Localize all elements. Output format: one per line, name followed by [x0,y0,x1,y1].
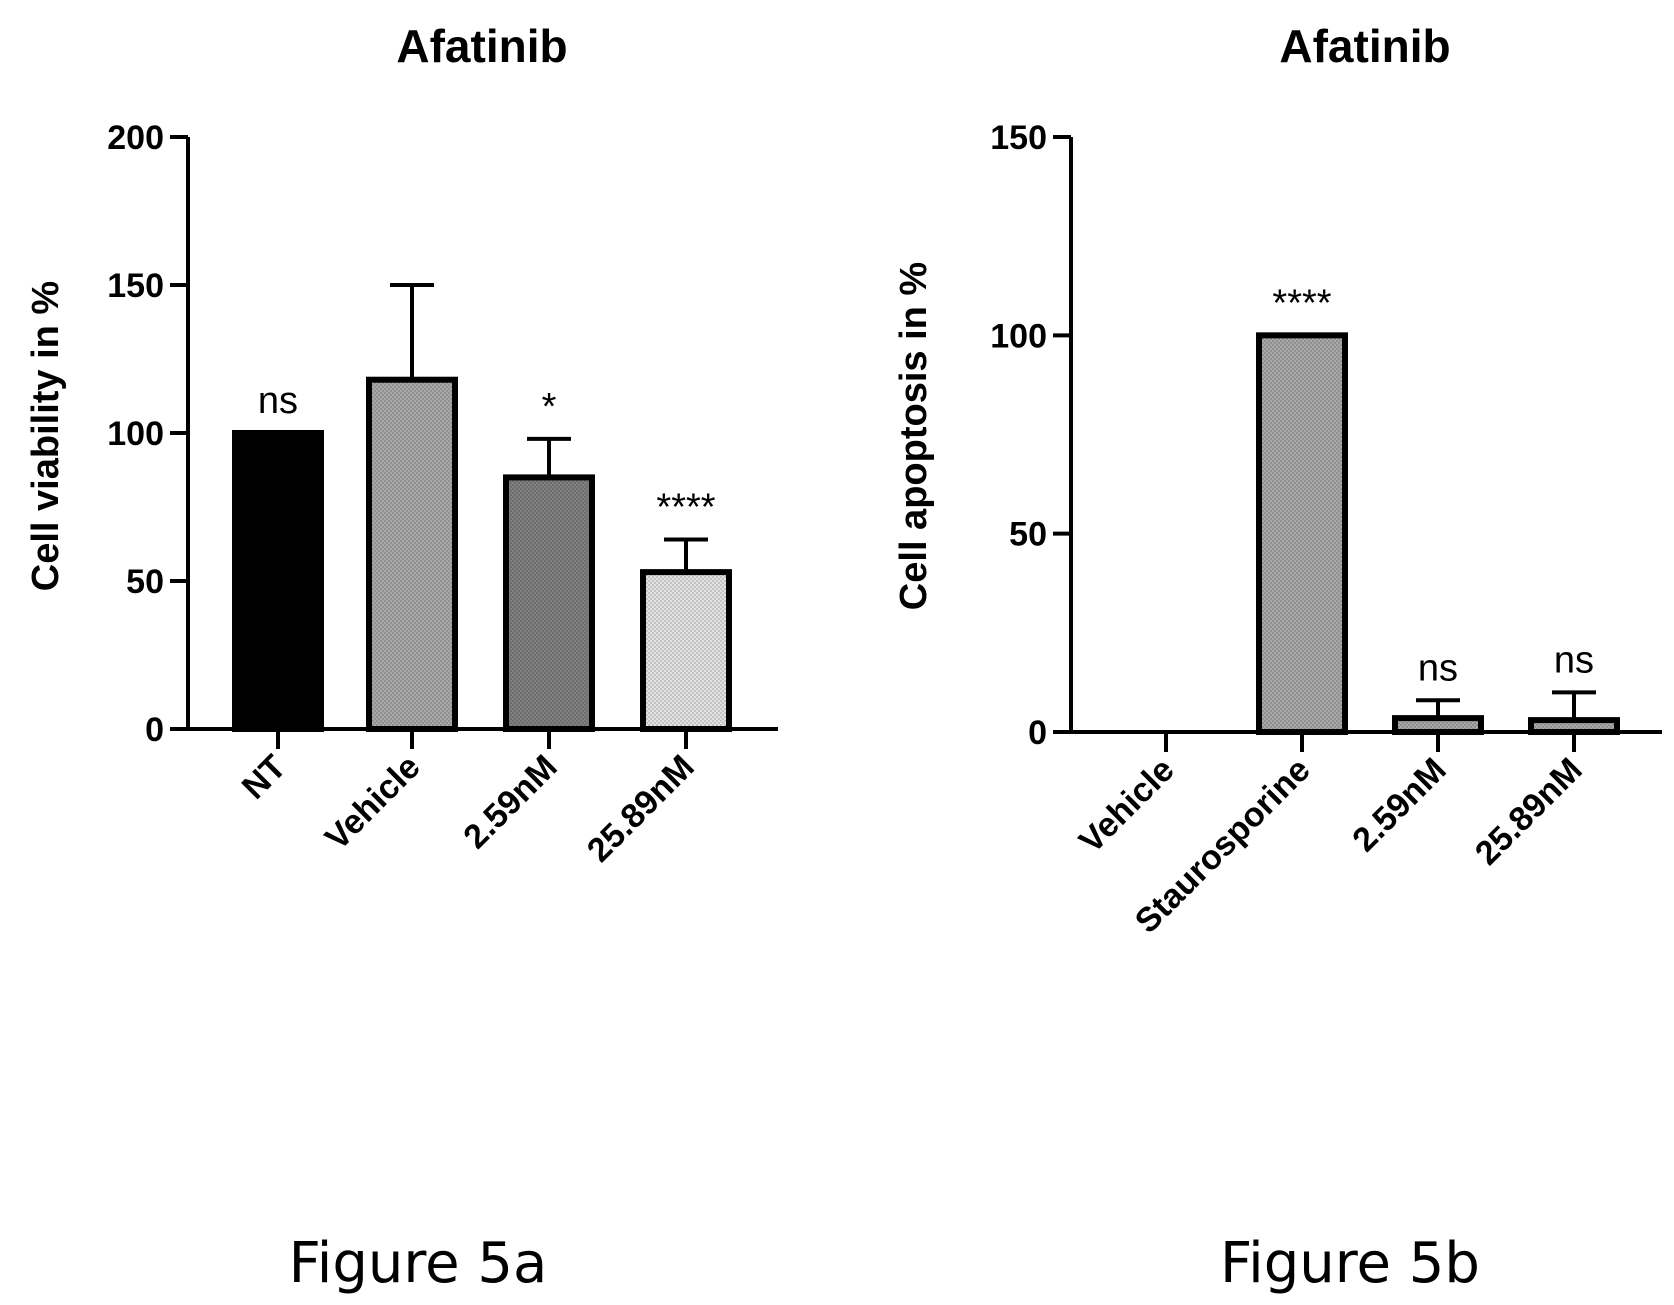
x-tick-label: 25.89nM [580,748,702,870]
y-tick-label: 200 [107,119,164,157]
y-tick-label: 100 [990,317,1047,355]
significance-label: * [542,386,557,428]
x-tick-label: NT [235,748,294,807]
y-tick-label: 50 [126,563,164,601]
chart-a-title: Afatinib [396,20,567,72]
significance-label: **** [1272,282,1331,324]
bar-texture [369,379,455,729]
y-tick-label: 100 [107,415,164,453]
chart-a-y-axis-label: Cell viability in % [25,281,67,591]
caption-figure-5a: Figure 5a [289,1231,548,1296]
y-tick-label: 150 [107,267,164,305]
significance-label: ns [1418,647,1458,689]
x-tick-label: 2.59nM [456,748,564,856]
bar-texture [506,477,592,729]
bar [232,430,324,732]
caption-figure-5b: Figure 5b [1220,1231,1480,1296]
x-tick-label: 25.89nM [1468,751,1590,873]
bar-texture [643,572,729,729]
bar-texture [1531,720,1617,732]
y-tick-label: 0 [145,711,164,749]
x-tick-label: Vehicle [318,748,428,858]
y-tick-label: 50 [1009,516,1047,554]
chart-b-title: Afatinib [1279,20,1450,72]
x-tick-label: 2.59nM [1345,751,1453,859]
y-tick-label: 0 [1028,714,1047,752]
bar-texture [1395,718,1481,732]
bar-texture [1259,335,1345,732]
y-tick-label: 150 [990,119,1047,157]
significance-label: ns [1554,639,1594,681]
x-tick-label: Vehicle [1072,751,1182,861]
significance-label: **** [656,487,715,529]
significance-label: ns [258,380,298,422]
chart-b-y-axis-label: Cell apoptosis in % [893,262,935,610]
chart-cell-apoptosis: Afatinib Cell apoptosis in % 0 50 100 150 *… [893,20,1662,941]
chart-cell-viability: Afatinib Cell viability in % 0 50 100 150 20… [25,20,778,870]
